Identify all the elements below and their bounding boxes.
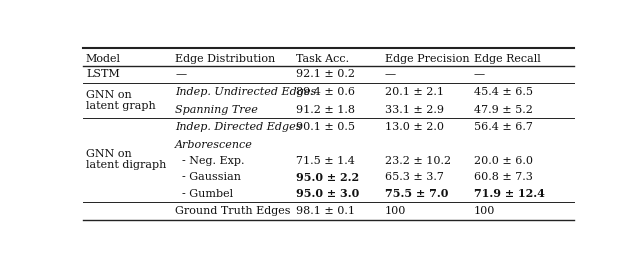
Text: Ground Truth Edges: Ground Truth Edges: [175, 206, 291, 216]
Text: 20.1 ± 2.1: 20.1 ± 2.1: [385, 87, 444, 97]
Text: 13.0 ± 2.0: 13.0 ± 2.0: [385, 122, 444, 132]
Text: Spanning Tree: Spanning Tree: [175, 104, 258, 114]
Text: latent graph: latent graph: [86, 101, 156, 111]
Text: 47.9 ± 5.2: 47.9 ± 5.2: [474, 104, 532, 114]
Text: —: —: [385, 69, 396, 79]
Text: —: —: [474, 69, 485, 79]
Text: 98.1 ± 0.1: 98.1 ± 0.1: [296, 206, 355, 216]
Text: LSTM: LSTM: [86, 69, 120, 79]
Text: Edge Distribution: Edge Distribution: [175, 54, 275, 64]
Text: 60.8 ± 7.3: 60.8 ± 7.3: [474, 173, 532, 183]
Text: Indep. Directed Edges: Indep. Directed Edges: [175, 122, 301, 132]
Text: - Gaussian: - Gaussian: [175, 173, 241, 183]
Text: 23.2 ± 10.2: 23.2 ± 10.2: [385, 156, 451, 166]
Text: - Gumbel: - Gumbel: [175, 189, 234, 199]
Text: 91.2 ± 1.8: 91.2 ± 1.8: [296, 104, 355, 114]
Text: —: —: [175, 69, 186, 79]
Text: 71.5 ± 1.4: 71.5 ± 1.4: [296, 156, 355, 166]
Text: 20.0 ± 6.0: 20.0 ± 6.0: [474, 156, 533, 166]
Text: Arborescence: Arborescence: [175, 140, 253, 150]
Text: Model: Model: [86, 54, 121, 64]
Text: 90.1 ± 0.5: 90.1 ± 0.5: [296, 122, 355, 132]
Text: latent digraph: latent digraph: [86, 160, 166, 170]
Text: 71.9 ± 12.4: 71.9 ± 12.4: [474, 188, 545, 199]
Text: 100: 100: [385, 206, 406, 216]
Text: - Neg. Exp.: - Neg. Exp.: [175, 156, 244, 166]
Text: 65.3 ± 3.7: 65.3 ± 3.7: [385, 173, 444, 183]
Text: 92.1 ± 0.2: 92.1 ± 0.2: [296, 69, 355, 79]
Text: 100: 100: [474, 206, 495, 216]
Text: 45.4 ± 6.5: 45.4 ± 6.5: [474, 87, 533, 97]
Text: 75.5 ± 7.0: 75.5 ± 7.0: [385, 188, 448, 199]
Text: GNN on: GNN on: [86, 90, 132, 100]
Text: Edge Precision: Edge Precision: [385, 54, 469, 64]
Text: 33.1 ± 2.9: 33.1 ± 2.9: [385, 104, 444, 114]
Text: Edge Recall: Edge Recall: [474, 54, 541, 64]
Text: 95.0 ± 3.0: 95.0 ± 3.0: [296, 188, 359, 199]
Text: 89.4 ± 0.6: 89.4 ± 0.6: [296, 87, 355, 97]
Text: GNN on: GNN on: [86, 150, 132, 159]
Text: 95.0 ± 2.2: 95.0 ± 2.2: [296, 172, 359, 183]
Text: 56.4 ± 6.7: 56.4 ± 6.7: [474, 122, 532, 132]
Text: Task Acc.: Task Acc.: [296, 54, 349, 64]
Text: Indep. Undirected Edges: Indep. Undirected Edges: [175, 87, 317, 97]
